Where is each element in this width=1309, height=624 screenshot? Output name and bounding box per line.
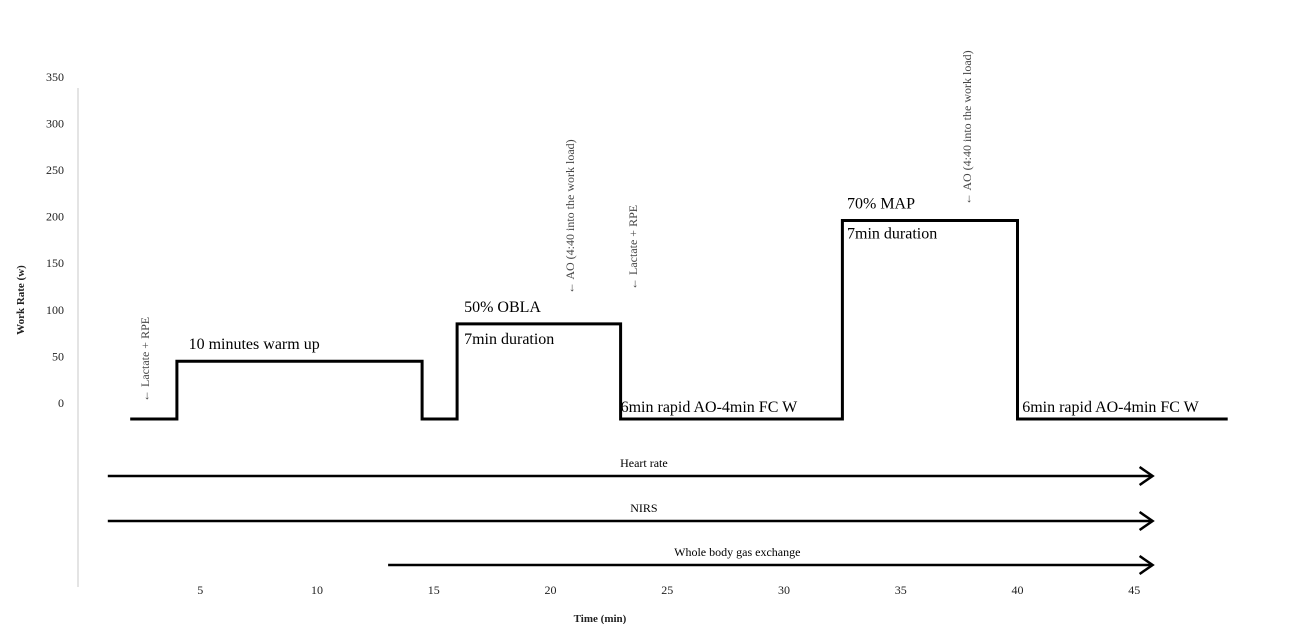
x-tick-label: 35 <box>895 583 907 597</box>
phase-label: 70% MAP <box>847 196 915 213</box>
x-tick-label: 45 <box>1128 583 1140 597</box>
measurement-arrow-head <box>1138 510 1155 532</box>
phase-label: 7min duration <box>847 226 937 243</box>
y-tick-label: 250 <box>46 163 64 177</box>
x-tick-label: 20 <box>545 583 557 597</box>
x-tick-label: 40 <box>1012 583 1024 597</box>
work-rate-series-line <box>130 219 1228 421</box>
event-annotation: ← Lactate + RPE <box>626 205 640 290</box>
phase-label: 6min rapid AO-4min FC W <box>621 399 798 416</box>
y-tick-label: 50 <box>52 349 64 363</box>
measurement-label: NIRS <box>630 501 657 515</box>
phase-label: 6min rapid AO-4min FC W <box>1022 399 1199 416</box>
y-tick-label: 350 <box>46 70 64 84</box>
y-tick-label: 300 <box>46 116 64 130</box>
phase-label: 50% OBLA <box>464 299 541 316</box>
y-tick-labels: 0 50 100 150 200 250 300 350 <box>46 70 64 410</box>
y-tick-label: 100 <box>46 303 64 317</box>
event-annotation: ← Lactate + RPE <box>138 317 152 402</box>
measurement-arrow-head <box>1138 554 1155 576</box>
phase-labels: 10 minutes warm up 50% OBLA 7min duration 6… <box>189 196 1200 417</box>
x-axis-title: Time (min) <box>574 613 627 624</box>
x-tick-label: 10 <box>311 583 323 597</box>
x-tick-label: 30 <box>778 583 790 597</box>
phase-label: 7min duration <box>464 331 554 348</box>
y-axis-title: Work Rate (w) <box>15 265 27 335</box>
phase-label: 10 minutes warm up <box>189 336 320 353</box>
event-annotations: ← Lactate + RPE ← AO (4:40 into the work … <box>138 50 974 402</box>
x-tick-labels: 5 10 15 20 25 30 35 40 45 <box>197 583 1140 597</box>
event-annotation: ← AO (4:40 into the work load) <box>563 139 577 294</box>
measurement-label: Whole body gas exchange <box>674 545 800 559</box>
measurement-label: Heart rate <box>620 456 668 470</box>
y-tick-label: 0 <box>58 396 64 410</box>
event-annotation: ← AO (4:40 into the work load) <box>960 50 974 205</box>
measurement-arrow-head <box>1138 465 1155 487</box>
x-tick-label: 5 <box>197 583 203 597</box>
y-tick-label: 150 <box>46 256 64 270</box>
x-tick-label: 15 <box>428 583 440 597</box>
y-tick-label: 200 <box>46 210 64 224</box>
x-tick-label: 25 <box>661 583 673 597</box>
measurement-arrows: Heart rate NIRS Whole body gas exchange <box>107 456 1155 576</box>
